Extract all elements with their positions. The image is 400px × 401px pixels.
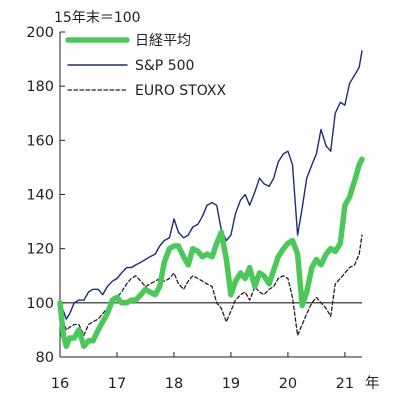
legend: 日経平均 S&P 500 EURO STOXX [65, 33, 226, 99]
y-tick-label: 200 [26, 25, 54, 41]
axes [59, 32, 362, 358]
series-layer [57, 50, 365, 349]
y-tick-label: 140 [26, 188, 54, 204]
x-tick-label: 16 [51, 376, 69, 392]
x-tick-label: 19 [222, 376, 240, 392]
y-tick-label: 120 [26, 242, 54, 258]
x-tick-label: 18 [165, 376, 183, 392]
legend-label-2: EURO STOXX [135, 83, 226, 99]
y-axis-ticks: 80 100 120 140 160 180 200 [26, 25, 65, 366]
series-line-1 [59, 50, 363, 320]
y-tick-label: 80 [36, 350, 54, 366]
y-tick-label: 100 [26, 296, 54, 312]
x-axis-ticks: 16 17 18 19 20 21 [51, 352, 354, 392]
legend-label-1: S&P 500 [135, 58, 194, 74]
y-tick-label: 180 [26, 79, 54, 95]
x-tick-label: 20 [279, 376, 297, 392]
unit-label: 15年末＝100 [54, 10, 141, 26]
y-tick-label: 160 [26, 133, 54, 149]
series-line-0 [57, 156, 365, 349]
x-tick-label: 17 [108, 376, 126, 392]
legend-label-0: 日経平均 [135, 33, 191, 49]
x-unit-label: 年 [365, 375, 380, 392]
x-tick-label: 21 [336, 376, 354, 392]
